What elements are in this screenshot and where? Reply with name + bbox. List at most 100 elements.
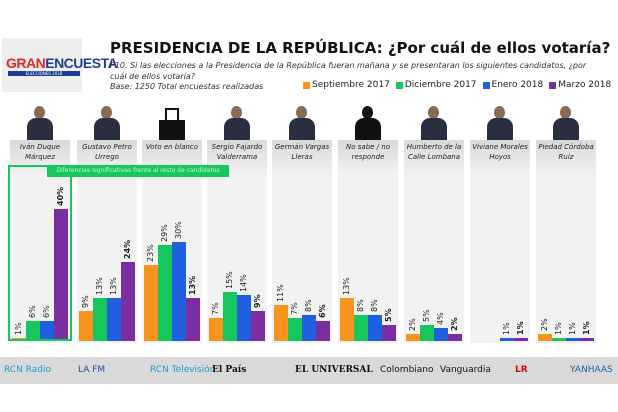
bar	[223, 291, 237, 341]
sponsor-logo: El País	[212, 365, 247, 375]
data-label: 8%	[304, 298, 313, 312]
column-panel	[536, 140, 596, 343]
bar	[79, 311, 93, 341]
gran-encuesta-logo: GRANENCUESTA ELECCIONES 2018	[2, 38, 118, 92]
data-label: 2%	[408, 318, 417, 332]
legend-item: Enero 2018	[482, 80, 544, 90]
data-label: 24%	[123, 239, 132, 259]
candidate-column: Voto en blanco 23% 29% 30% 13%	[142, 100, 202, 343]
column-panel	[470, 140, 530, 343]
data-label: 2%	[540, 318, 549, 332]
legend: Septiembre 2017 Diciembre 2017 Enero 2018 M…	[303, 80, 611, 90]
candidate-column: Viviane Morales Hoyos 1% 1%	[470, 100, 530, 343]
data-label: 23%	[146, 244, 155, 263]
candidate-column: No sabe / no responde 13% 8% 8% 5%	[338, 100, 398, 343]
bar	[121, 261, 135, 341]
bar	[434, 327, 448, 341]
bar	[302, 314, 316, 341]
candidate-name: Germán Vargas Lleras	[274, 143, 330, 161]
candidate-photo	[27, 106, 53, 140]
data-label: 11%	[276, 283, 285, 302]
logo-text: GRANENCUESTA	[6, 55, 118, 71]
data-label: 6%	[318, 304, 327, 319]
candidate-photo	[289, 106, 315, 140]
sponsor-logo: YANHAAS	[570, 365, 613, 375]
bar	[420, 324, 434, 341]
bar	[448, 334, 462, 341]
data-label: 1%	[502, 321, 511, 335]
legend-label: Diciembre 2017	[404, 80, 477, 90]
legend-swatch	[303, 81, 310, 89]
data-label: 9%	[253, 294, 262, 309]
ballot-box-icon	[159, 106, 185, 140]
sponsor-logo: Colombiano	[380, 365, 434, 375]
bar	[40, 321, 54, 341]
data-label: 5%	[384, 307, 393, 322]
bar	[580, 337, 594, 341]
significance-label: Diferencias significativas frente al res…	[47, 165, 229, 177]
data-label: 13%	[188, 275, 197, 296]
data-label: 15%	[225, 270, 234, 289]
bar	[316, 321, 330, 341]
data-label: 8%	[370, 298, 379, 312]
bar	[54, 209, 68, 341]
bar	[288, 317, 302, 341]
bar	[382, 324, 396, 341]
significance-highlight-box	[8, 165, 72, 341]
logo-sub: ELECCIONES 2018	[8, 71, 80, 76]
legend-item: Diciembre 2017	[395, 80, 477, 90]
bar	[107, 298, 121, 341]
candidate-name: No sabe / no responde	[346, 143, 390, 161]
data-label: 8%	[356, 298, 365, 312]
legend-label: Septiembre 2017	[312, 80, 390, 90]
sponsor-logo: RCN Televisión	[150, 365, 216, 375]
bar	[93, 298, 107, 341]
candidate-photo	[553, 106, 579, 140]
candidate-column: Gustavo Petro Urrego 9% 13% 13% 24%	[77, 100, 137, 343]
data-label: 2%	[450, 317, 459, 332]
bar	[251, 311, 265, 341]
sponsor-logo: Vanguardia	[440, 365, 491, 375]
data-label: 1%	[582, 321, 591, 335]
candidate-name: Humberto de la Calle Lombana	[406, 143, 462, 161]
candidate-column: Piedad Córdoba Ruiz 2% 1% 1% 1%	[536, 100, 596, 343]
bar	[500, 337, 514, 341]
data-label: 13%	[342, 277, 351, 296]
data-label: 30%	[174, 221, 183, 239]
sponsor-logo: LA FM	[78, 365, 106, 375]
data-label: 7%	[211, 302, 220, 315]
column-panel	[404, 140, 464, 343]
candidate-column: Humberto de la Calle Lombana 2% 5% 4% 2%	[404, 100, 464, 343]
bar	[514, 337, 528, 341]
data-label: 4%	[436, 312, 445, 325]
data-label: 9%	[81, 295, 90, 309]
base-text: Base: 1250 Total encuestas realizadas	[110, 82, 264, 91]
legend-swatch	[395, 81, 403, 89]
candidate-name: Iván Duque Márquez	[19, 143, 61, 161]
data-label: 13%	[95, 277, 104, 296]
data-label: 7%	[290, 302, 299, 315]
sponsor-logo: EL UNIVERSAL	[295, 365, 373, 375]
legend-item: Septiembre 2017	[303, 80, 390, 90]
bar	[552, 337, 566, 341]
candidate-photo	[487, 106, 513, 140]
candidate-photo	[94, 106, 120, 140]
legend-swatch	[549, 81, 557, 89]
legend-label: Enero 2018	[491, 80, 544, 90]
question-text: P10. Si las elecciones a la Presidencia …	[110, 61, 587, 81]
candidate-column: Sergio Fajardo Valderrama 7% 15% 14% 9%	[207, 100, 267, 343]
bar	[566, 337, 580, 341]
candidate-name: Voto en blanco	[145, 143, 199, 151]
candidate-column: Germán Vargas Lleras 11% 7% 8% 6%	[272, 100, 332, 343]
data-label: 1%	[568, 321, 577, 335]
candidate-name: Viviane Morales Hoyos	[472, 143, 528, 161]
data-label: 5%	[422, 308, 431, 322]
legend-label: Marzo 2018	[558, 80, 612, 90]
data-label: 1%	[516, 321, 525, 335]
legend-item: Marzo 2018	[549, 80, 611, 90]
data-label: 29%	[160, 224, 169, 243]
bar	[237, 294, 251, 341]
bar	[368, 314, 382, 341]
bar	[186, 298, 200, 341]
candidate-name: Gustavo Petro Urrego	[82, 143, 132, 161]
